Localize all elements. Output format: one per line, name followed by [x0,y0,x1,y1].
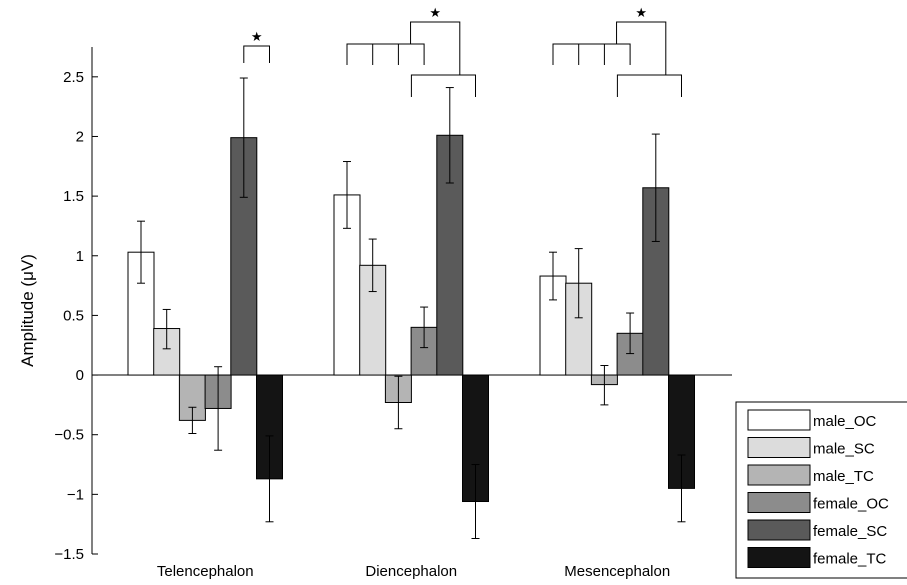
y-tick-label: −0.5 [54,427,84,444]
legend-swatch-female_OC [747,492,811,513]
legend-swatch-male_TC [747,464,811,486]
axis-labels: −1.5 −1 −0.5 0 0.5 1 1.5 2 2.5 Amplitude (μV) Tele… [18,69,670,580]
legend-swatch-female_SC [747,519,811,541]
legend-swatch-male_SC [747,437,811,458]
sig-bracket-upper-diencephalon [410,21,461,75]
significance-star: ★ [635,5,647,20]
sig-bracket-upper-mesencephalon [616,21,667,75]
sig-bracket-lower-diencephalon [410,74,476,97]
legend-label-male_TC: male_TC [813,468,874,485]
legend-label-male_OC: male_OC [813,413,877,430]
y-tick-label: 2.5 [63,69,84,86]
significance-star: ★ [251,29,263,44]
legend-swatch-female_TC [747,547,811,568]
y-tick-label: 1.5 [63,188,84,205]
sig-bracket-males-diencephalon [346,43,425,65]
sig-bracket-lower-mesencephalon [616,74,682,97]
bars [127,134,695,503]
y-axis-label: Amplitude (μV) [18,254,37,367]
legend-label-female_TC: female_TC [813,551,887,568]
axes [91,47,732,555]
legend-swatch-male_OC [747,409,811,431]
x-category-label: Mesencephalon [564,563,670,580]
legend-label-female_OC: female_OC [813,496,889,513]
y-tick-label: 0 [76,367,84,384]
legend-label-male_SC: male_SC [813,441,875,458]
y-tick-label: 2 [76,128,84,145]
significance-star: ★ [429,5,441,20]
x-category-label: Diencephalon [365,563,457,580]
legend-label-female_SC: female_SC [813,523,887,540]
y-tick-label: −1 [67,486,84,503]
y-tick-label: 1 [76,248,84,265]
legend: male_OC male_SC male_TC female_OC female_SCf… [735,401,907,579]
sig-bracket-telencephalon [243,45,270,63]
sig-bracket-males-mesencephalon [552,43,631,65]
y-tick-label: 0.5 [63,307,84,324]
significance-brackets: ★ ★ ★ [243,5,682,97]
error-bars [137,77,686,539]
y-tick-label: −1.5 [54,546,84,563]
x-category-label: Telencephalon [157,563,254,580]
